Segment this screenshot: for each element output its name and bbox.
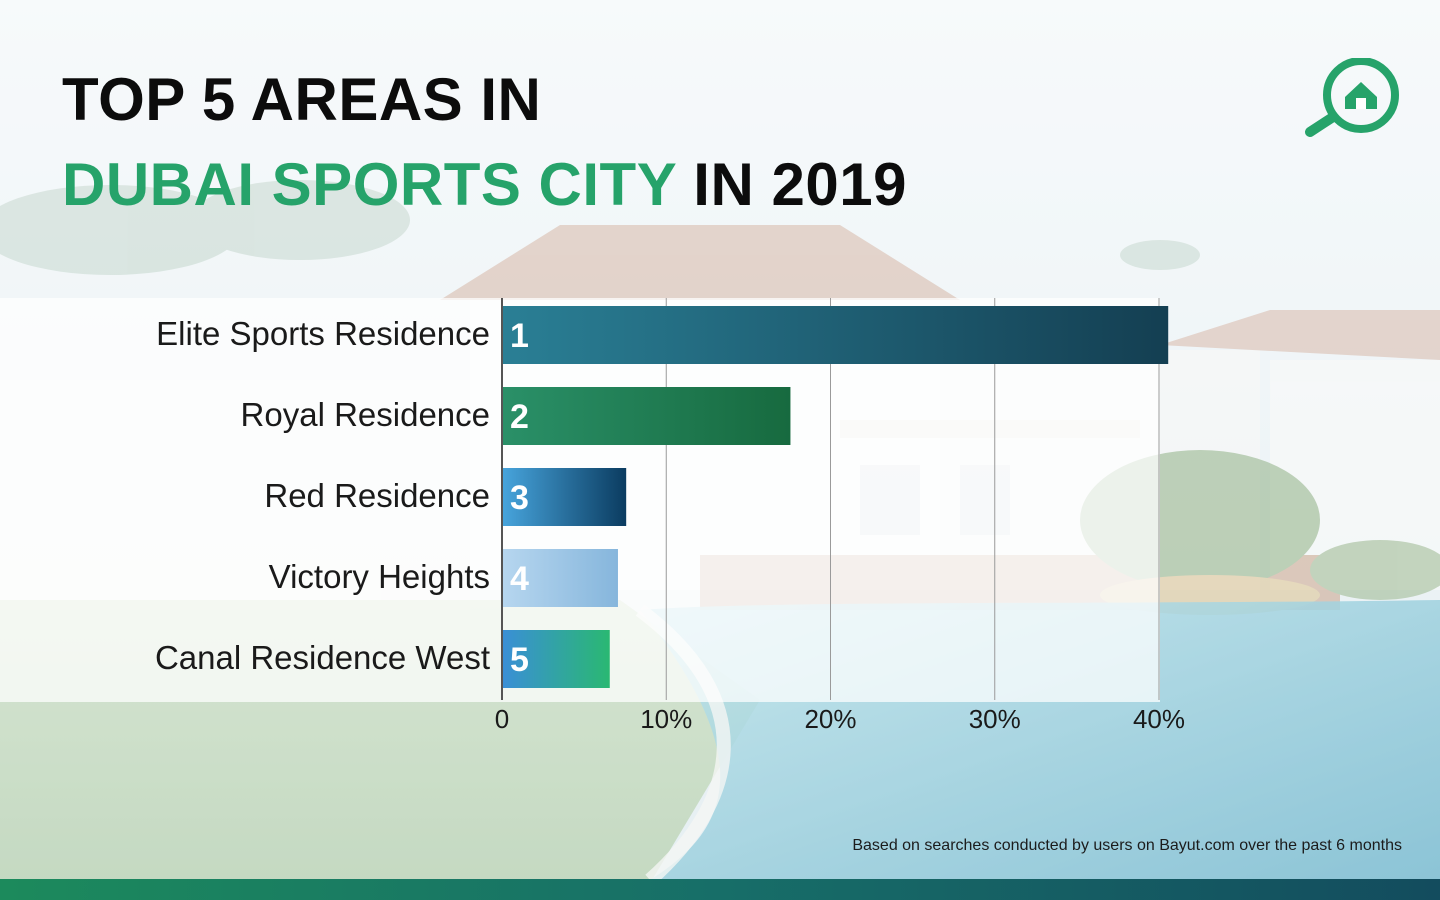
bar-rank-label: 5 <box>510 641 529 679</box>
bar <box>503 387 791 445</box>
title-year: IN 2019 <box>676 151 907 218</box>
x-tick-label: 30% <box>969 704 1021 734</box>
bar <box>503 306 1169 364</box>
bar <box>503 549 618 607</box>
title-highlight: DUBAI SPORTS CITY <box>62 151 677 218</box>
bar-rank-label: 1 <box>510 317 529 355</box>
bar-rank-label: 2 <box>510 398 529 436</box>
bar-rank-label: 3 <box>510 479 529 517</box>
footer-bar <box>0 879 1440 900</box>
category-label: Red Residence <box>264 477 490 514</box>
footnote: Based on searches conducted by users on … <box>852 837 1402 854</box>
bar <box>503 468 627 526</box>
x-tick-label: 40% <box>1133 704 1185 734</box>
bar <box>503 630 610 688</box>
x-tick-label: 0 <box>495 704 509 734</box>
category-label: Elite Sports Residence <box>156 315 490 352</box>
bar-rank-label: 4 <box>510 560 529 598</box>
category-label: Canal Residence West <box>155 639 490 676</box>
x-tick-label: 20% <box>804 704 856 734</box>
title-line-1: TOP 5 AREAS IN <box>62 66 542 133</box>
x-tick-label: 10% <box>640 704 692 734</box>
title-line-2: DUBAI SPORTS CITY IN 2019 <box>62 155 907 215</box>
bayut-magnifier-house-icon <box>1305 58 1399 137</box>
category-label: Royal Residence <box>241 396 490 433</box>
category-label: Victory Heights <box>269 558 490 595</box>
